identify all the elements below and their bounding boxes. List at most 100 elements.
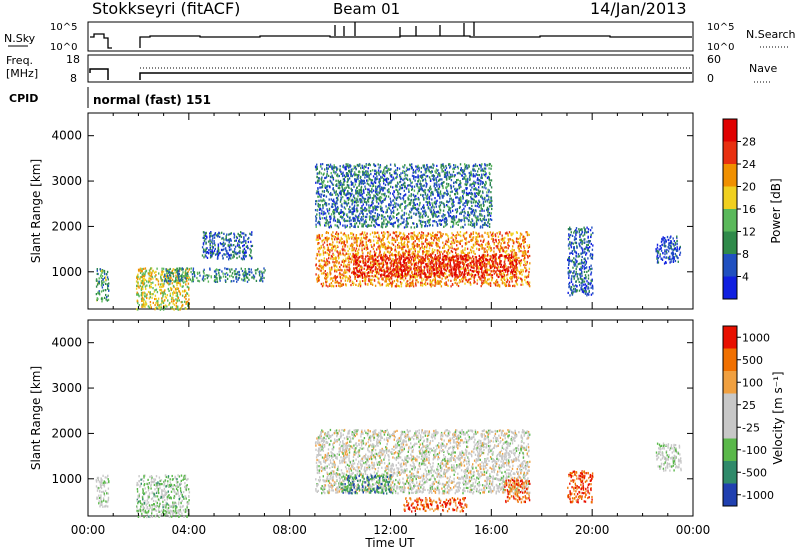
pixel-cell: [326, 219, 328, 222]
pixel-cell: [486, 207, 488, 210]
pixel-cell: [412, 171, 414, 174]
pixel-cell: [375, 196, 377, 199]
pixel-cell: [95, 278, 98, 281]
pixel-cell: [243, 232, 245, 235]
pixel-cell: [108, 282, 110, 285]
pixel-cell: [188, 278, 190, 281]
pixel-cell: [327, 184, 329, 188]
pixel-cell: [419, 186, 421, 189]
pixel-cell: [451, 247, 453, 250]
pixel-cell: [461, 210, 464, 213]
pixel-cell: [346, 165, 348, 168]
pixel-cell: [144, 271, 146, 274]
pixel-cell: [227, 267, 229, 271]
pixel-cell: [507, 242, 509, 245]
pixel-cell: [437, 169, 439, 172]
pixel-cell: [489, 214, 492, 217]
pixel-cell: [371, 283, 374, 286]
pixel-cell: [331, 268, 333, 271]
pixel-cell: [413, 171, 415, 174]
pixel-cell: [261, 273, 264, 276]
pixel-cell: [473, 195, 476, 198]
pixel-cell: [352, 218, 354, 221]
pixel-cell: [166, 305, 168, 308]
pixel-cell: [326, 167, 328, 170]
pixel-cell: [326, 170, 328, 173]
pixel-cell: [394, 185, 397, 188]
pixel-cell: [222, 241, 225, 244]
pixel-cell: [381, 243, 384, 246]
pixel-cell: [174, 271, 176, 274]
pixel-cell: [436, 211, 438, 214]
pixel-cell: [405, 225, 408, 228]
pixel-cell: [177, 307, 179, 310]
pixel-cell: [393, 238, 395, 242]
pixel-cell: [404, 206, 406, 209]
pixel-cell: [325, 284, 327, 287]
pixel-cell: [439, 209, 442, 212]
pixel-cell: [252, 274, 255, 277]
pixel-cell: [365, 170, 367, 173]
pixel-cell: [219, 268, 221, 272]
pixel-cell: [505, 283, 507, 286]
pixel-cell: [385, 270, 387, 273]
pixel-cell: [492, 231, 494, 234]
pixel-cell: [443, 175, 446, 178]
pixel-cell: [350, 173, 352, 176]
pixel-cell: [350, 181, 353, 184]
pixel-cell: [380, 188, 382, 191]
pixel-cell: [316, 163, 318, 166]
pixel-cell: [259, 279, 261, 282]
pixel-cell: [319, 254, 321, 257]
pixel-cell: [351, 211, 353, 214]
pixel-cell: [177, 281, 179, 284]
pixel-cell: [327, 223, 330, 226]
pixel-cell: [366, 232, 368, 235]
pixel-cell: [431, 198, 433, 201]
pixel-cell: [515, 257, 517, 260]
pixel-cell: [433, 201, 435, 204]
pixel-cell: [410, 248, 412, 251]
pixel-cell: [178, 290, 180, 293]
pixel-cell: [436, 238, 439, 241]
pixel-cell: [391, 217, 393, 220]
pixel-cell: [429, 178, 432, 181]
pixel-cell: [223, 232, 225, 235]
pixel-cell: [372, 255, 374, 258]
pixel-cell: [318, 234, 321, 237]
pixel-cell: [350, 284, 352, 287]
freq-left-tick-top: 18: [66, 53, 80, 66]
pixel-cell: [348, 257, 350, 260]
pixel-cell: [396, 268, 398, 271]
pixel-cell: [468, 171, 470, 175]
pixel-cell: [488, 246, 490, 249]
pixel-cell: [219, 279, 221, 282]
pixel-cell: [457, 223, 459, 226]
pixel-cell: [326, 164, 328, 167]
pixel-cell: [468, 258, 470, 261]
pixel-cell: [364, 222, 366, 225]
pixel-cell: [389, 276, 392, 279]
pixel-cell: [459, 231, 462, 234]
pixel-cell: [417, 208, 420, 211]
pixel-cell: [353, 241, 355, 244]
pixel-cell: [469, 173, 471, 177]
pixel-cell: [369, 196, 371, 199]
pixel-cell: [222, 245, 224, 248]
pixel-cell: [475, 195, 478, 198]
pixel-cell: [137, 302, 139, 305]
pixel-cell: [365, 163, 367, 166]
pixel-cell: [331, 255, 333, 258]
pixel-cell: [428, 190, 430, 193]
pixel-cell: [361, 276, 364, 279]
pixel-cell: [417, 235, 419, 238]
pixel-cell: [506, 277, 508, 280]
pixel-cell: [417, 258, 420, 261]
pixel-cell: [319, 165, 322, 168]
pixel-cell: [500, 238, 503, 241]
pixel-cell: [445, 240, 447, 243]
pixel-cell: [353, 219, 355, 222]
pixel-cell: [528, 244, 531, 247]
pixel-cell: [424, 193, 426, 196]
pixel-cell: [390, 209, 392, 212]
